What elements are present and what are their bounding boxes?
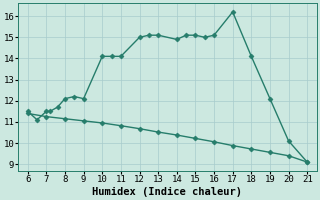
X-axis label: Humidex (Indice chaleur): Humidex (Indice chaleur) [92, 186, 243, 197]
